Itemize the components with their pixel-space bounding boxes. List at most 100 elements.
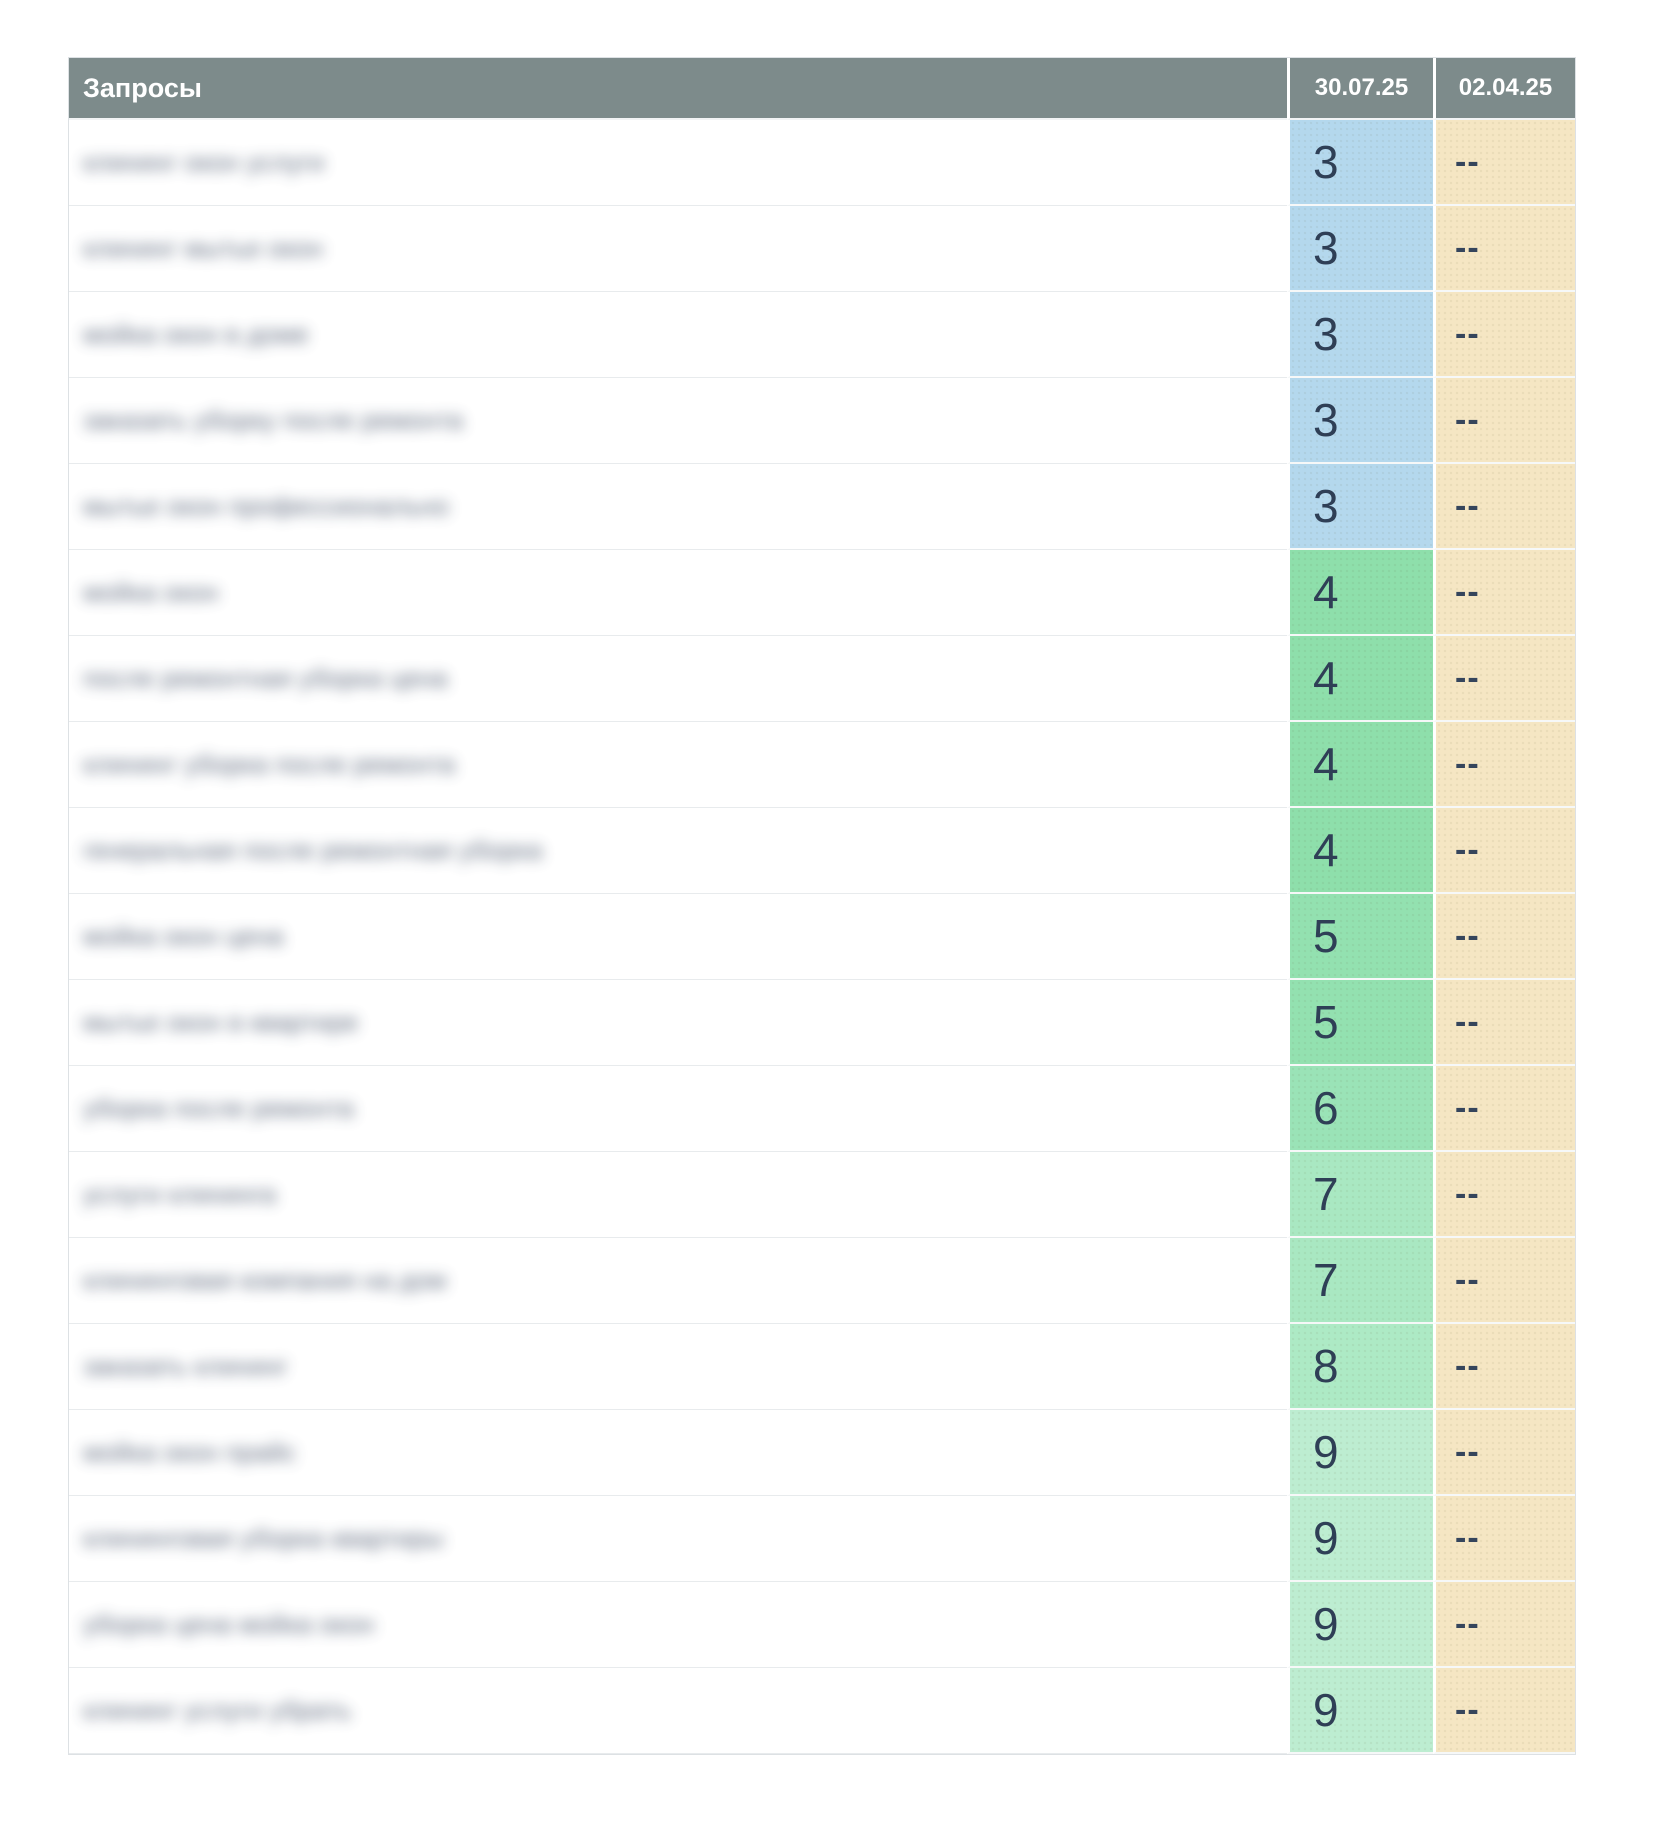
table-row: клининговая компания на дом 7 --: [69, 1238, 1575, 1324]
query-text-blurred: мытье окон в квартире: [83, 1007, 359, 1037]
query-text-blurred: заказать клининг: [83, 1351, 289, 1381]
previous-cell: --: [1433, 894, 1575, 980]
previous-cell: --: [1433, 550, 1575, 636]
position-value: 9: [1313, 1426, 1339, 1478]
position-value: 5: [1313, 910, 1339, 962]
position-cell: 4: [1287, 722, 1433, 808]
previous-value: --: [1455, 573, 1480, 611]
query-text-blurred: клининговая уборка квартиры: [83, 1523, 444, 1553]
query-cell: услуги клининга: [69, 1152, 1287, 1238]
query-cell: уборка после ремонта: [69, 1066, 1287, 1152]
previous-value: --: [1455, 917, 1480, 955]
position-cell: 9: [1287, 1496, 1433, 1582]
table-row: мойка окон 4 --: [69, 550, 1575, 636]
position-value: 3: [1313, 394, 1339, 446]
position-cell: 3: [1287, 292, 1433, 378]
previous-value: --: [1455, 401, 1480, 439]
query-cell: клининговая компания на дом: [69, 1238, 1287, 1324]
previous-value: --: [1455, 1519, 1480, 1557]
previous-value: --: [1455, 229, 1480, 267]
position-cell: 4: [1287, 808, 1433, 894]
query-text-blurred: клининг уборка после ремонта: [83, 749, 456, 779]
previous-value: --: [1455, 659, 1480, 697]
query-text-blurred: уборка после ремонта: [83, 1093, 354, 1123]
position-cell: 4: [1287, 550, 1433, 636]
previous-value: --: [1455, 1175, 1480, 1213]
query-cell: клининг окон услуги: [69, 120, 1287, 206]
previous-cell: --: [1433, 808, 1575, 894]
position-value: 8: [1313, 1340, 1339, 1392]
position-cell: 9: [1287, 1582, 1433, 1668]
date-current-label: 30.07.25: [1314, 74, 1409, 101]
query-text-blurred: мойка окон прайс: [83, 1437, 297, 1467]
query-cell: генеральная после ремонтная уборка: [69, 808, 1287, 894]
position-cell: 5: [1287, 894, 1433, 980]
previous-cell: --: [1433, 722, 1575, 808]
query-cell: мытье окон в квартире: [69, 980, 1287, 1066]
query-cell: мойка окон в доме: [69, 292, 1287, 378]
query-cell: мойка окон: [69, 550, 1287, 636]
table-row: мытье окон в квартире 5 --: [69, 980, 1575, 1066]
query-text-blurred: клининг мытье окон: [83, 233, 323, 263]
previous-value: --: [1455, 745, 1480, 783]
position-cell: 3: [1287, 464, 1433, 550]
previous-value: --: [1455, 1347, 1480, 1385]
position-value: 7: [1313, 1254, 1339, 1306]
table-row: генеральная после ремонтная уборка 4 --: [69, 808, 1575, 894]
position-cell: 3: [1287, 206, 1433, 292]
position-cell: 4: [1287, 636, 1433, 722]
query-text-blurred: клининг окон услуги: [83, 147, 325, 177]
previous-value: --: [1455, 487, 1480, 525]
table-row: мытье окон профессионально 3 --: [69, 464, 1575, 550]
previous-value: --: [1455, 143, 1480, 181]
previous-cell: --: [1433, 1496, 1575, 1582]
table-row: мойка окон прайс 9 --: [69, 1410, 1575, 1496]
query-cell: заказать уборку после ремонта: [69, 378, 1287, 464]
query-cell: мойка окон прайс: [69, 1410, 1287, 1496]
previous-value: --: [1455, 1089, 1480, 1127]
table-row: после ремонтная уборка цена 4 --: [69, 636, 1575, 722]
query-cell: уборка цена мойка окон: [69, 1582, 1287, 1668]
previous-value: --: [1455, 315, 1480, 353]
previous-value: --: [1455, 1605, 1480, 1643]
previous-cell: --: [1433, 464, 1575, 550]
table-row: заказать уборку после ремонта 3 --: [69, 378, 1575, 464]
query-cell: мойка окон цена: [69, 894, 1287, 980]
position-value: 9: [1313, 1684, 1339, 1736]
previous-cell: --: [1433, 1668, 1575, 1754]
position-cell: 7: [1287, 1238, 1433, 1324]
previous-cell: --: [1433, 1324, 1575, 1410]
header-cell-date-current: 30.07.25: [1287, 58, 1433, 120]
position-cell: 6: [1287, 1066, 1433, 1152]
table-row: клининг услуги убрать 9 --: [69, 1668, 1575, 1754]
previous-cell: --: [1433, 980, 1575, 1066]
position-value: 9: [1313, 1512, 1339, 1564]
date-previous-label: 02.04.25: [1458, 74, 1553, 101]
table-row: клининговая уборка квартиры 9 --: [69, 1496, 1575, 1582]
queries-header-label: Запросы: [83, 72, 202, 103]
query-cell: клининг уборка после ремонта: [69, 722, 1287, 808]
previous-value: --: [1455, 1261, 1480, 1299]
position-value: 3: [1313, 222, 1339, 274]
header-cell-queries: Запросы: [69, 58, 1287, 120]
table-row: мойка окон в доме 3 --: [69, 292, 1575, 378]
query-cell: клининг услуги убрать: [69, 1668, 1287, 1754]
query-text-blurred: клининговая компания на дом: [83, 1265, 447, 1295]
table-row: услуги клининга 7 --: [69, 1152, 1575, 1238]
position-value: 9: [1313, 1598, 1339, 1650]
query-text-blurred: мойка окон в доме: [83, 319, 309, 349]
position-cell: 5: [1287, 980, 1433, 1066]
previous-value: --: [1455, 1691, 1480, 1729]
previous-cell: --: [1433, 378, 1575, 464]
position-cell: 9: [1287, 1668, 1433, 1754]
position-value: 7: [1313, 1168, 1339, 1220]
query-cell: клининговая уборка квартиры: [69, 1496, 1287, 1582]
query-text-blurred: генеральная после ремонтная уборка: [83, 835, 543, 865]
previous-cell: --: [1433, 1410, 1575, 1496]
position-value: 3: [1313, 136, 1339, 188]
query-cell: клининг мытье окон: [69, 206, 1287, 292]
position-cell: 3: [1287, 378, 1433, 464]
table-body: клининг окон услуги 3 -- клининг мытье о…: [69, 120, 1575, 1754]
position-value: 3: [1313, 480, 1339, 532]
query-text-blurred: заказать уборку после ремонта: [83, 405, 464, 435]
